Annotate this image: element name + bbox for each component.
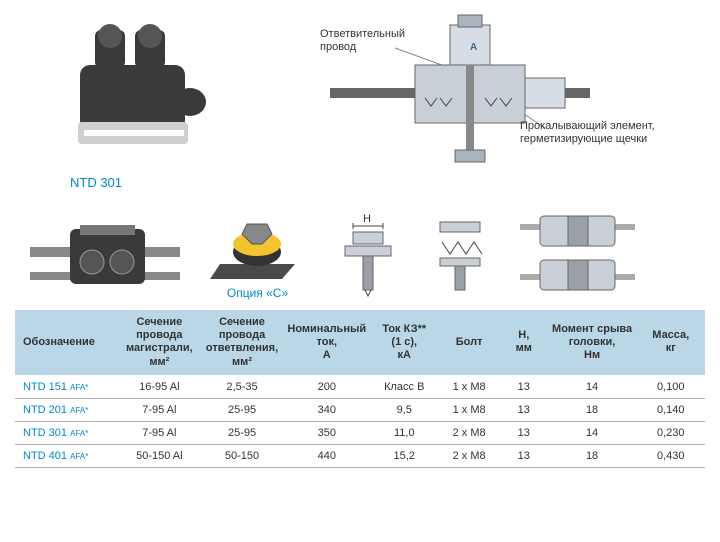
ntd301-photo-icon [40,10,230,170]
col-header: Масса,кг [637,310,706,375]
data-cell: 2 x M8 [438,444,499,467]
data-cell: 9,5 [370,398,438,421]
col-header: Болт [438,310,499,375]
data-cell: 200 [283,375,370,398]
mid-section: Опция «C» H [0,190,720,310]
data-cell: 340 [283,398,370,421]
data-cell: 14 [548,375,637,398]
spec-table-body: NTD 151 AFA*16-95 Al2,5-35200Класс B1 x … [15,375,705,467]
data-cell: 25-95 [201,398,284,421]
table-row: NTD 401 AFA*50-150 Al50-15044015,22 x M8… [15,444,705,467]
piercing-icon [430,212,490,297]
dimension-h: H [335,212,400,300]
piercing-schematic [430,212,490,300]
svg-text:A: A [470,42,477,53]
table-row: NTD 151 AFA*16-95 Al2,5-35200Класс B1 x … [15,375,705,398]
data-cell: Класс B [370,375,438,398]
col-header: Сечениепроводаответвления,мм² [201,310,284,375]
model-cell: NTD 401 AFA* [15,444,118,467]
data-cell: 25-95 [201,421,284,444]
data-cell: 0,100 [637,375,706,398]
model-cell: NTD 301 AFA* [15,421,118,444]
data-cell: 15,2 [370,444,438,467]
data-cell: 1 x M8 [438,375,499,398]
data-cell: 13 [500,444,548,467]
data-cell: 11,0 [370,421,438,444]
col-header: Момент срываголовки,Нм [548,310,637,375]
col-header: Сечениепроводамагистрали,мм² [118,310,201,375]
top-section: NTD 301 Ответвительныйпровод A Прокалыва… [0,0,720,190]
dim-h-label: H [363,213,371,225]
data-cell: 2,5-35 [201,375,284,398]
side-view-icon [30,217,180,297]
data-cell: 18 [548,444,637,467]
table-row: NTD 301 AFA*7-95 Al25-9535011,02 x M8131… [15,421,705,444]
model-cell: NTD 151 AFA* [15,375,118,398]
data-cell: 1 x M8 [438,398,499,421]
diagram-label-branch: Ответвительныйпровод [320,28,405,54]
data-cell: 50-150 [201,444,284,467]
diagram-label-pierce: Прокалывающий элемент,герметизирующие ще… [520,120,655,146]
data-cell: 16-95 Al [118,375,201,398]
data-cell: 0,230 [637,421,706,444]
data-cell: 0,140 [637,398,706,421]
data-cell: 350 [283,421,370,444]
option-c: Опция «C» [210,204,305,300]
data-cell: 13 [500,421,548,444]
data-cell: 2 x M8 [438,421,499,444]
model-cell: NTD 201 AFA* [15,398,118,421]
product-photo: NTD 301 [40,10,260,190]
data-cell: 50-150 Al [118,444,201,467]
data-cell: 13 [500,375,548,398]
product-caption: NTD 301 [70,175,122,190]
data-cell: 13 [500,398,548,421]
col-header: H,мм [500,310,548,375]
data-cell: 7-95 Al [118,398,201,421]
data-cell: 14 [548,421,637,444]
table-row: NTD 201 AFA*7-95 Al25-953409,51 x M81318… [15,398,705,421]
data-cell: 18 [548,398,637,421]
clamp-schematic-pair [520,212,635,300]
data-cell: 7-95 Al [118,421,201,444]
cross-section-diagram: Ответвительныйпровод A Прокалывающий эле… [260,10,700,190]
col-header: Обозначение [15,310,118,375]
clamp-pair-icon [520,212,635,297]
col-header: Номинальныйток,А [283,310,370,375]
side-view-photo [30,217,180,300]
option-c-caption: Опция «C» [210,286,305,300]
spec-table-head: ОбозначениеСечениепроводамагистрали,мм²С… [15,310,705,375]
spec-table-wrap: ОбозначениеСечениепроводамагистрали,мм²С… [0,310,720,468]
data-cell: 0,430 [637,444,706,467]
data-cell: 440 [283,444,370,467]
col-header: Ток КЗ**(1 с),кА [370,310,438,375]
spec-table: ОбозначениеСечениепроводамагистрали,мм²С… [15,310,705,468]
dimension-h-icon: H [335,212,400,297]
option-c-icon [210,204,305,279]
